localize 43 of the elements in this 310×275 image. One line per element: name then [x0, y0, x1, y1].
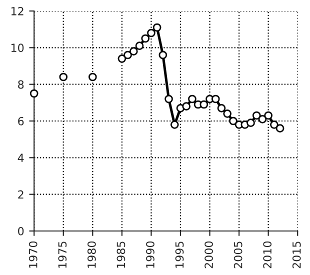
- point: [252, 111, 261, 120]
- y-tick-label: 12: [11, 6, 24, 16]
- point: [158, 50, 168, 60]
- x-tick-label: 2000: [204, 241, 213, 268]
- point: [270, 120, 278, 129]
- point: [229, 116, 238, 126]
- point: [147, 28, 156, 38]
- point: [164, 94, 173, 104]
- point: [211, 94, 220, 104]
- y-tick-label: 8: [18, 80, 24, 89]
- point: [264, 111, 272, 120]
- point: [188, 94, 196, 104]
- point: [124, 50, 132, 60]
- point: [135, 42, 144, 50]
- y-tick-label: 6: [18, 116, 24, 126]
- y-tick-label: 10: [11, 44, 24, 52]
- point: [258, 115, 267, 124]
- point: [141, 34, 150, 43]
- x-tick-label: 2010: [263, 241, 272, 268]
- x-tick-label: 1975: [58, 242, 67, 268]
- point: [129, 47, 138, 56]
- point: [223, 110, 232, 118]
- x-tick-label: 2005: [234, 242, 242, 268]
- point: [200, 100, 208, 109]
- point: [88, 72, 97, 82]
- point: [182, 102, 191, 110]
- point: [276, 124, 284, 132]
- x-tick-label: 1995: [175, 242, 184, 268]
- x-tick-label: 2015: [292, 242, 301, 268]
- x-tick-label: 1980: [87, 241, 96, 268]
- y-tick-label: 0: [18, 226, 24, 236]
- point: [170, 120, 179, 129]
- point: [152, 23, 162, 32]
- point: [118, 54, 126, 63]
- point: [217, 104, 226, 112]
- y-tick-label: 2: [18, 190, 24, 199]
- y-tick-label: 4: [18, 154, 24, 162]
- point: [30, 89, 38, 98]
- x-tick-label: 1985: [116, 242, 126, 268]
- point: [246, 118, 255, 127]
- x-tick-label: 1990: [146, 241, 154, 268]
- x-tick-label: 1970: [28, 241, 38, 268]
- point: [59, 72, 68, 82]
